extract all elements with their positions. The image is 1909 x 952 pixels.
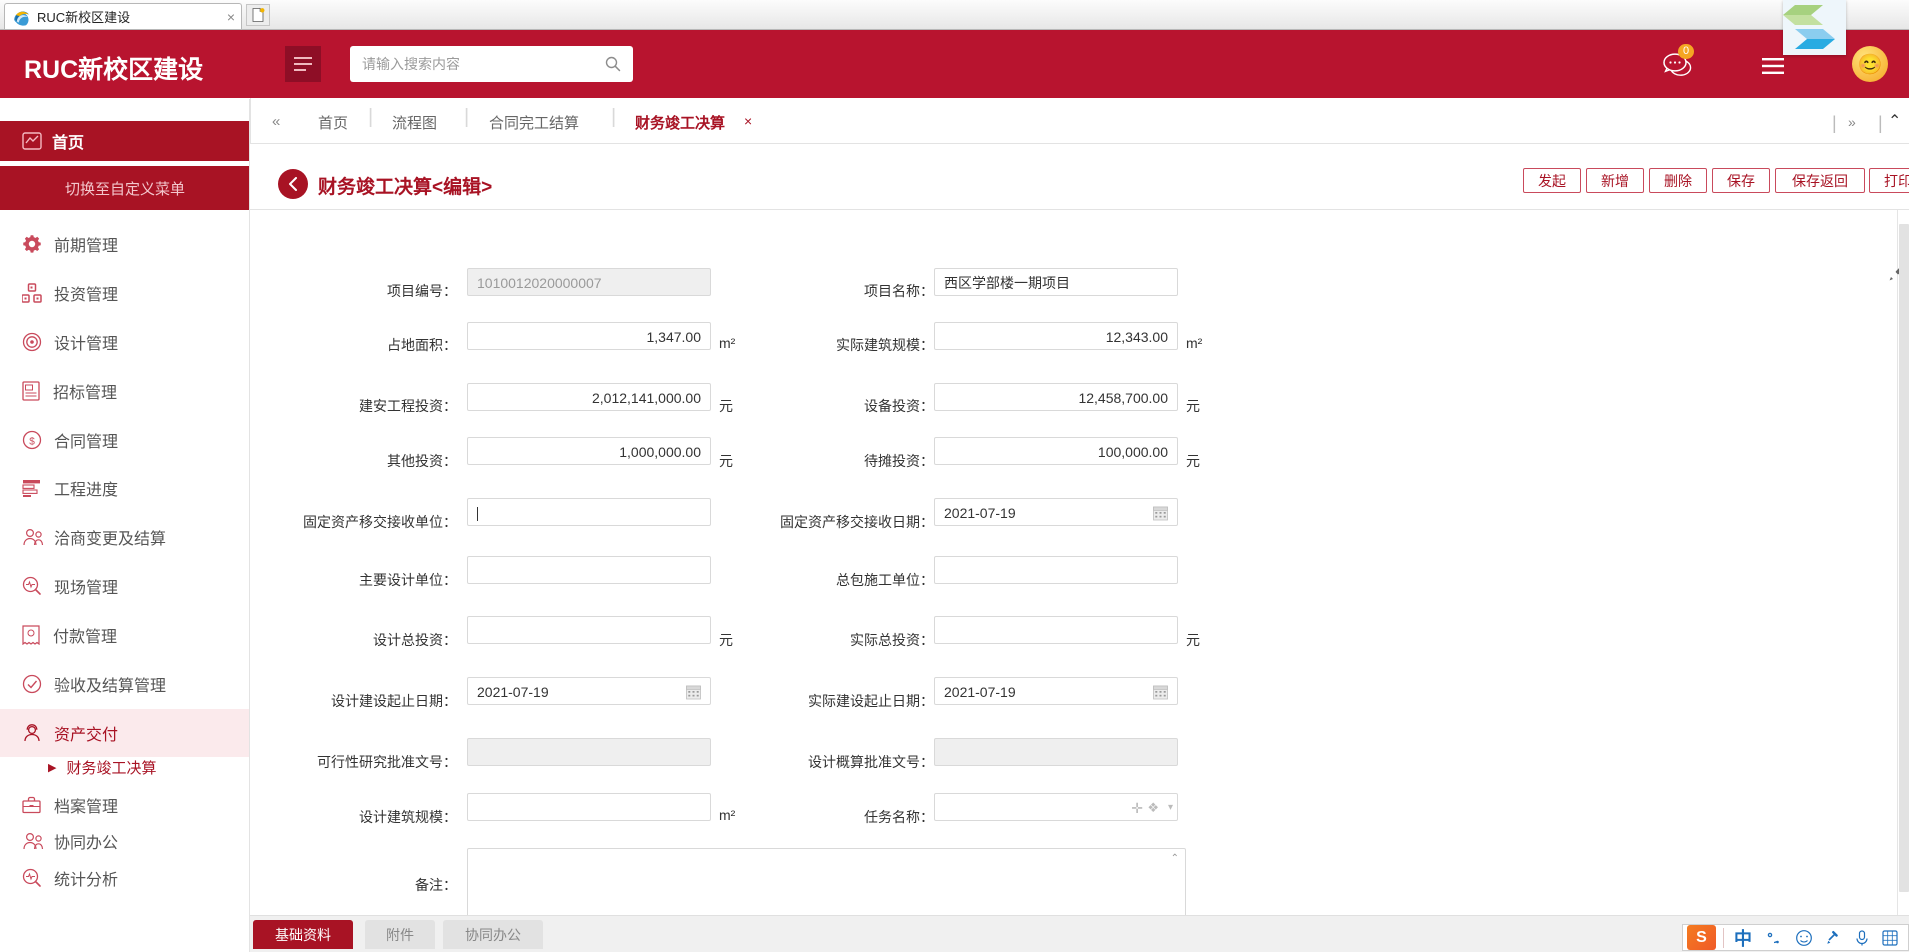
svg-text:$: $ bbox=[29, 437, 35, 448]
